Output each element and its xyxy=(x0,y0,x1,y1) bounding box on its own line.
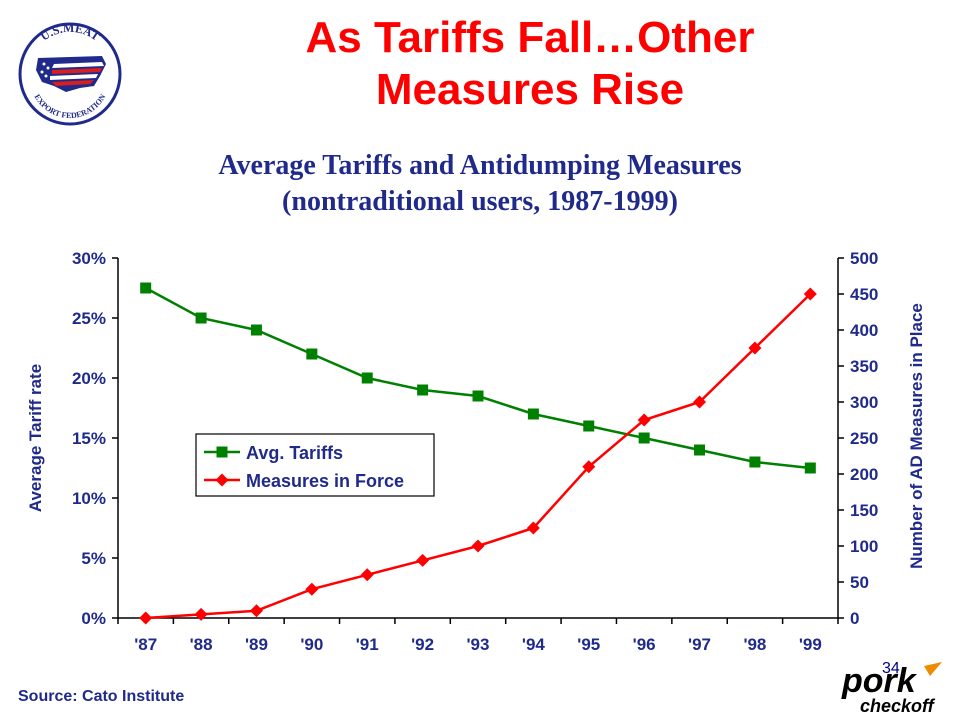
data-point xyxy=(249,604,263,618)
source-note: Source: Cato Institute xyxy=(18,688,185,705)
right-tick-label: 50 xyxy=(850,573,869,592)
chart-legend: Avg. Tariffs Measures in Force xyxy=(195,433,435,497)
data-point xyxy=(416,553,430,567)
data-point xyxy=(693,395,707,409)
chart-axes: 0% 5% 10% 15% 20% 25% 30% 0 50 100 150 200 250 300 350… xyxy=(26,249,926,654)
page-number: 34 xyxy=(882,660,900,677)
series-measures-in-force xyxy=(139,287,817,625)
right-tick-label: 0 xyxy=(850,609,859,628)
chart-title-line2: (nontraditional users, 1987-1999) xyxy=(282,186,678,217)
data-point xyxy=(749,456,761,468)
legend-label: Avg. Tariffs xyxy=(246,443,343,463)
right-tick-label: 450 xyxy=(850,285,878,304)
left-tick-label: 10% xyxy=(72,489,106,508)
x-tick-label: '89 xyxy=(245,635,268,654)
data-point xyxy=(694,444,706,456)
right-tick-label: 300 xyxy=(850,393,878,412)
data-point xyxy=(638,432,650,444)
x-tick-label: '99 xyxy=(799,635,822,654)
legend-swatch-marker xyxy=(216,446,228,458)
data-point xyxy=(305,582,319,596)
data-point xyxy=(360,568,374,582)
data-point xyxy=(472,390,484,402)
left-tick-label: 20% xyxy=(72,369,106,388)
pork-logo-text: pork xyxy=(841,662,918,700)
left-axis-title: Average Tariff rate xyxy=(26,364,45,512)
x-tick-label: '93 xyxy=(467,635,490,654)
right-tick-label: 100 xyxy=(850,537,878,556)
chart-title: Average Tariffs and Antidumping Measures… xyxy=(100,148,860,220)
data-point xyxy=(804,462,816,474)
right-tick-label: 250 xyxy=(850,429,878,448)
right-axis-title: Number of AD Measures in Place xyxy=(907,303,926,569)
data-point xyxy=(526,521,540,535)
chart-title-line1: Average Tariffs and Antidumping Measures xyxy=(218,150,742,181)
pork-checkoff-logo: pork checkoff xyxy=(841,662,942,716)
data-point xyxy=(471,539,485,553)
x-tick-label: '91 xyxy=(356,635,379,654)
left-tick-label: 0% xyxy=(81,609,106,628)
left-tick-label: 5% xyxy=(81,549,106,568)
data-point xyxy=(748,341,762,355)
data-point xyxy=(637,413,651,427)
legend-swatch-marker xyxy=(215,473,229,487)
slide-title-line2: Measures Rise xyxy=(375,65,685,114)
chart-series xyxy=(139,282,817,625)
checkmark-icon xyxy=(924,662,942,676)
x-tick-label: '97 xyxy=(688,635,711,654)
data-point xyxy=(361,372,373,384)
x-tick-label: '87 xyxy=(134,635,157,654)
data-point xyxy=(140,282,152,294)
legend-box xyxy=(195,433,435,497)
right-tick-label: 400 xyxy=(850,321,878,340)
legend-label: Measures in Force xyxy=(246,471,404,491)
data-point xyxy=(139,611,153,625)
data-point xyxy=(250,324,262,336)
slide-title: As Tariffs Fall…Other Measures Rise xyxy=(180,12,880,116)
data-point xyxy=(417,384,429,396)
logo-text-top: U.S.MEAT xyxy=(38,21,103,44)
slide-title-line1: As Tariffs Fall…Other xyxy=(305,13,755,62)
right-tick-label: 150 xyxy=(850,501,878,520)
left-tick-label: 25% xyxy=(72,309,106,328)
left-tick-label: 30% xyxy=(72,249,106,268)
left-tick-label: 15% xyxy=(72,429,106,448)
x-tick-label: '92 xyxy=(411,635,434,654)
x-tick-label: '96 xyxy=(633,635,656,654)
x-tick-label: '90 xyxy=(300,635,323,654)
usmef-logo: U.S.MEAT EXPORT FEDERATION xyxy=(18,21,122,126)
series-avg-tariffs xyxy=(140,282,816,474)
data-point xyxy=(306,348,318,360)
data-point xyxy=(527,408,539,420)
data-point xyxy=(803,287,817,301)
right-tick-label: 200 xyxy=(850,465,878,484)
us-map-flag-icon xyxy=(36,56,106,92)
checkoff-logo-text: checkoff xyxy=(860,696,936,716)
data-point xyxy=(194,607,208,621)
right-tick-label: 500 xyxy=(850,249,878,268)
x-tick-label: '94 xyxy=(522,635,545,654)
data-point xyxy=(582,460,596,474)
x-tick-label: '88 xyxy=(190,635,213,654)
right-tick-label: 350 xyxy=(850,357,878,376)
x-tick-label: '98 xyxy=(743,635,766,654)
data-point xyxy=(195,312,207,324)
svg-text:U.S.MEAT: U.S.MEAT xyxy=(38,21,103,44)
x-tick-label: '95 xyxy=(577,635,600,654)
data-point xyxy=(583,420,595,432)
